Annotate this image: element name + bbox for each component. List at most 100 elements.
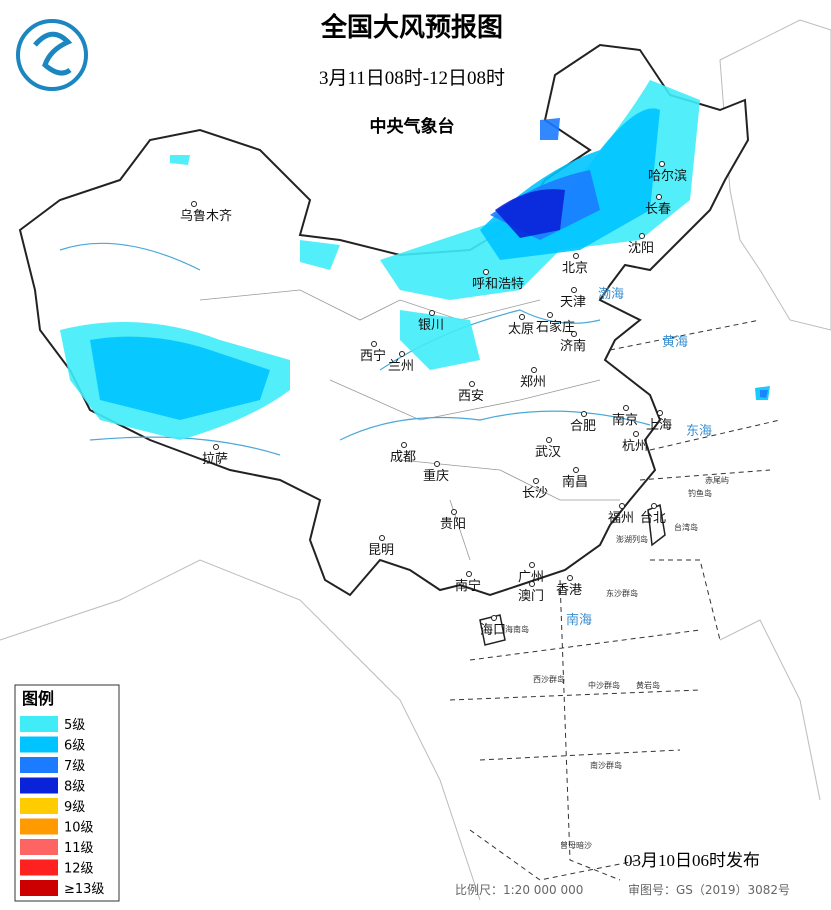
city-dot (581, 411, 587, 417)
city-dot (567, 575, 573, 581)
legend-label: 8级 (64, 780, 85, 795)
city-label: 长春 (645, 202, 671, 217)
city-label: 杭州 (622, 439, 648, 454)
city-dot (371, 341, 377, 347)
city-dot (379, 535, 385, 541)
city-dot (401, 442, 407, 448)
city-label: 海口 (480, 623, 506, 638)
city-dot (547, 312, 553, 318)
city-label: 兰州 (388, 359, 414, 374)
legend-label: 9级 (64, 800, 85, 815)
city-dot (529, 562, 535, 568)
city-label: 合肥 (570, 419, 596, 434)
city-label: 天津 (560, 295, 586, 310)
wind-area (760, 390, 768, 398)
neighbor-border (719, 19, 831, 331)
legend-swatch (20, 880, 58, 896)
city-label: 台北 (640, 511, 666, 526)
city-dot (429, 310, 435, 316)
city-dot (651, 503, 657, 509)
city-dot (519, 314, 525, 320)
city-label: 石家庄 (536, 319, 575, 335)
scale: 比例尺：1:20 000 000 (455, 883, 583, 897)
legend-swatch (20, 736, 58, 753)
city-label: 郑州 (520, 375, 546, 390)
issue-time: 03月10日06时发布 (624, 851, 760, 870)
city-dot (573, 467, 579, 473)
legend-swatch (20, 757, 58, 773)
city-label: 哈尔滨 (648, 168, 687, 184)
city-label: 福州 (608, 511, 634, 526)
review-number: 审图号：GS（2019）3082号 (628, 882, 790, 897)
city-dot (483, 269, 489, 275)
island-label: 海南岛 (505, 624, 529, 634)
sea-label: 黄海 (662, 335, 688, 350)
legend-swatch (20, 859, 58, 876)
logo-mark (33, 31, 73, 76)
legend-swatch (20, 777, 58, 794)
city-label: 贵阳 (440, 517, 466, 532)
city-dot (656, 194, 662, 200)
city-label: 香港 (556, 583, 582, 598)
city-label: 北京 (562, 261, 588, 276)
city-dot (659, 161, 665, 167)
city-dot (469, 381, 475, 387)
city-label: 上海 (646, 418, 672, 433)
sea-label: 南海 (566, 612, 592, 628)
sea-label: 东海 (686, 424, 712, 439)
legend-label: 10级 (64, 821, 94, 836)
legend-swatch (20, 798, 58, 814)
island-label: 赤尾屿 (705, 476, 729, 485)
city-label: 拉萨 (202, 452, 228, 467)
island-label: 西沙群岛 (533, 674, 565, 684)
province-border (199, 289, 620, 561)
city-label: 澳门 (518, 588, 544, 604)
city-label: 重庆 (423, 468, 449, 484)
island-label: 澎湖列岛 (616, 534, 648, 544)
city-dot (466, 571, 472, 577)
wind-area (170, 155, 480, 370)
wind-area (495, 189, 565, 238)
wind-area (90, 336, 270, 420)
city-label: 昆明 (368, 543, 394, 558)
title: 全国大风预报图 (320, 12, 503, 43)
island-label: 钓鱼岛 (688, 488, 712, 498)
city-dot (399, 351, 405, 357)
sea-label: 渤海 (598, 286, 624, 302)
city-dot (191, 201, 197, 207)
city-label: 乌鲁木齐 (180, 208, 232, 224)
legend-label: 6级 (64, 739, 85, 754)
island-label: 南沙群岛 (590, 760, 622, 770)
city-label: 南京 (612, 412, 638, 428)
legend: 5级 6级 7级 8级 9级 10级 11级 12级 ≥13级 (20, 716, 104, 897)
city-dot (546, 437, 552, 443)
island-label: 黄岩岛 (636, 680, 660, 690)
legend-swatch (20, 839, 58, 855)
city-label: 银川 (418, 318, 444, 333)
city-label: 广州 (518, 570, 544, 585)
legend-swatch (20, 818, 58, 835)
city-label: 济南 (560, 338, 586, 354)
legend-label: ≥13级 (64, 882, 104, 897)
city-label: 沈阳 (628, 241, 654, 256)
city-dot (533, 478, 539, 484)
city-label: 成都 (390, 450, 416, 465)
city-dot (213, 444, 219, 450)
city-dot (434, 461, 440, 467)
legend-label: 11级 (64, 841, 94, 856)
city-dot (531, 367, 537, 373)
legend-label: 5级 (64, 718, 85, 733)
subtitle: 3月11日08时-12日08时 (319, 67, 505, 89)
city-label: 南宁 (455, 578, 481, 594)
city-dot (529, 581, 535, 587)
issuer: 中央气象台 (370, 116, 455, 137)
city-dot (623, 405, 629, 411)
city-label: 西宁 (360, 348, 386, 364)
city-label: 呼和浩特 (472, 277, 524, 292)
city-dot (639, 233, 645, 239)
legend-label: 7级 (64, 759, 85, 774)
city-label: 长沙 (522, 486, 548, 501)
wind-areas (60, 80, 770, 440)
city-dot (571, 331, 577, 337)
